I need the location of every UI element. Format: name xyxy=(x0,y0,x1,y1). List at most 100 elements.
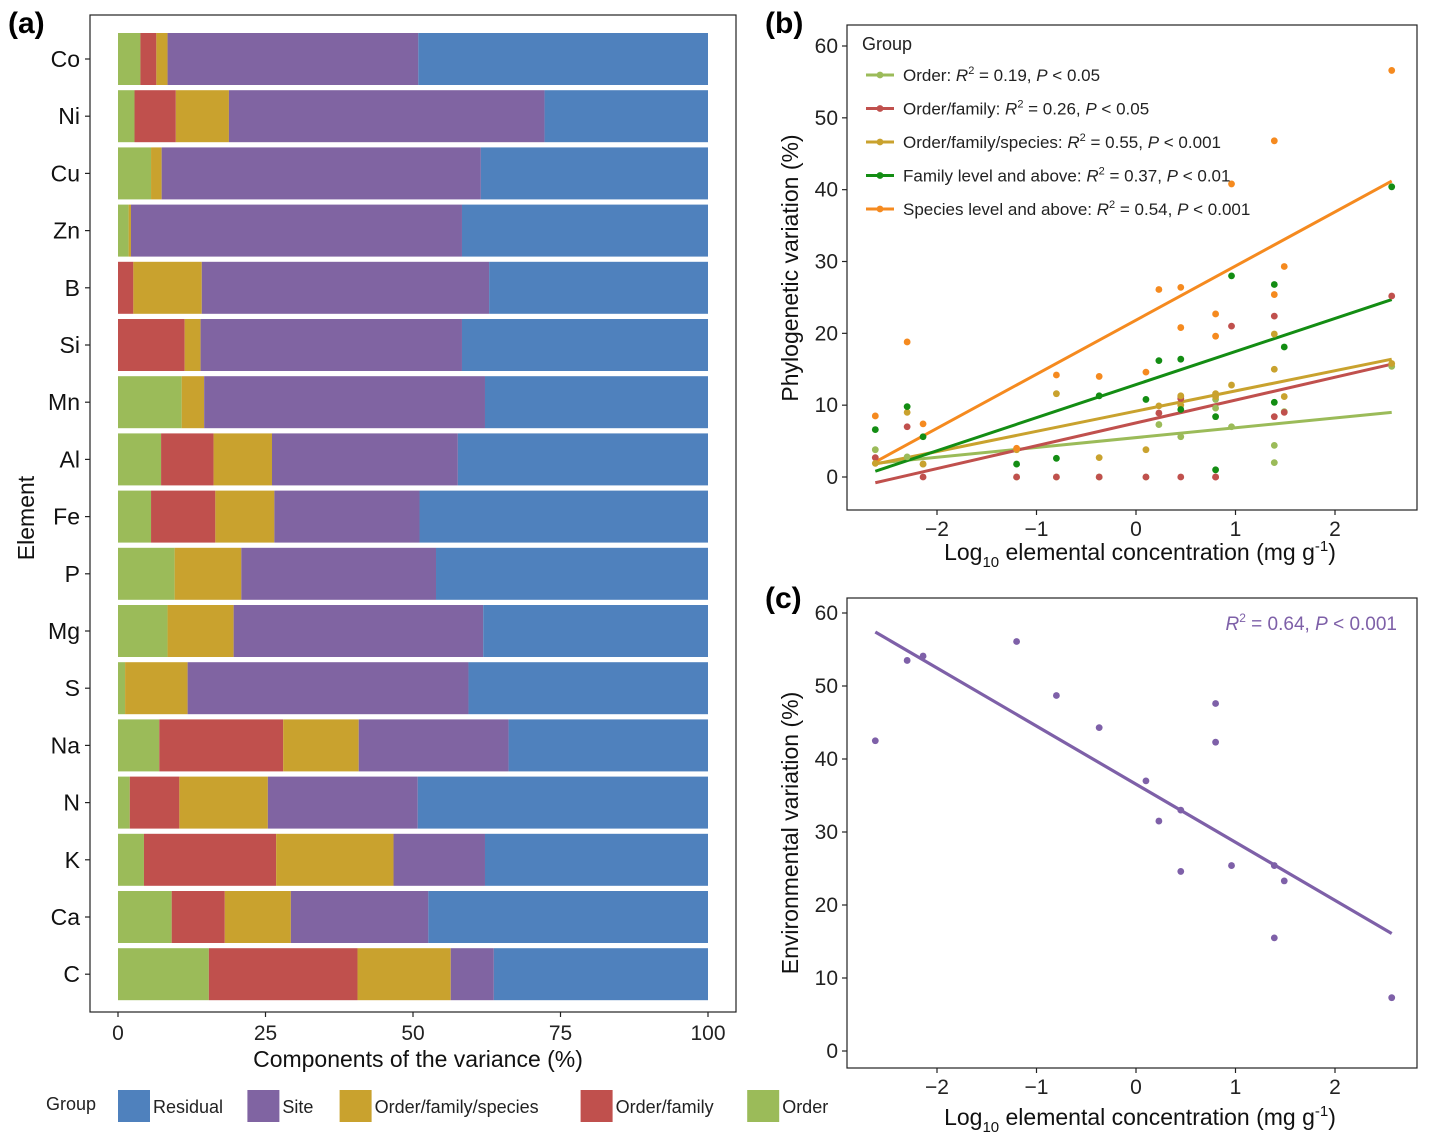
bar-K-site xyxy=(393,833,485,886)
panel-b-legend-title: Group xyxy=(862,34,912,54)
point-order xyxy=(1155,421,1163,428)
x-tick-label-2: 2 xyxy=(1329,518,1341,541)
panel-a-x-axis-title: Components of the variance (%) xyxy=(253,1046,583,1072)
bar-Fe-order-family xyxy=(151,490,216,543)
point-fam-level xyxy=(1177,355,1185,363)
bar-Mg-order-family-species xyxy=(167,605,234,657)
y-tick-label-Mn: Mn xyxy=(48,389,80,415)
point-environmental xyxy=(1177,806,1185,814)
x-tick-label--1: −1 xyxy=(1025,518,1049,541)
bar-K-order-family xyxy=(143,833,277,886)
bar-Fe-order xyxy=(118,490,152,543)
bar-Na-site xyxy=(358,719,509,772)
point-order xyxy=(903,453,911,461)
bar-N-residual xyxy=(417,776,708,829)
bar-Fe-residual xyxy=(419,490,708,543)
point-environmental xyxy=(1013,638,1020,645)
legend-label-order: Order xyxy=(782,1097,828,1117)
point-order-family-species xyxy=(1142,446,1150,454)
point-fam-level xyxy=(1388,183,1396,191)
bar-Al-order-family xyxy=(161,433,214,486)
bar-Al-order xyxy=(118,433,162,486)
regression-line-environmental xyxy=(874,630,1393,935)
point-sp-level xyxy=(1270,137,1278,145)
x-tick-label-25: 25 xyxy=(254,1022,277,1045)
point-fam-level xyxy=(1212,466,1219,474)
bar-Mn-order xyxy=(118,376,182,429)
x-tick-label--2: −2 xyxy=(925,518,949,541)
point-sp-level xyxy=(871,412,879,420)
bar-Ca-residual xyxy=(428,891,708,943)
point-environmental xyxy=(1270,862,1278,869)
bar-N-order xyxy=(118,776,130,829)
point-order xyxy=(1228,423,1235,431)
point-sp-level xyxy=(919,420,927,428)
y-tick-label-20: 20 xyxy=(815,894,838,917)
point-sp-level xyxy=(1177,283,1185,291)
panel-c-points xyxy=(871,638,1396,1002)
regression-line-order-family-species xyxy=(875,357,1393,466)
bar-Mg-site xyxy=(233,605,484,657)
x-tick-label--1: −1 xyxy=(1025,1076,1049,1099)
point-order-family-species xyxy=(1270,365,1278,373)
bar-Al-order-family-species xyxy=(213,433,272,486)
y-tick-label-Co: Co xyxy=(51,46,80,72)
point-environmental xyxy=(1228,862,1235,869)
bar-C-residual xyxy=(493,948,708,1001)
bar-Na-order-family xyxy=(159,719,284,772)
point-fam-level xyxy=(1013,460,1020,468)
panel-b-legend: Group Order: R2 = 0.19, P < 0.05 Order/fa… xyxy=(862,34,1250,219)
point-sp-level xyxy=(1212,310,1219,318)
point-environmental xyxy=(1053,692,1060,699)
panel-a-x-ticks: 0 25 50 75 100 xyxy=(112,1012,726,1045)
y-tick-label-Si: Si xyxy=(60,332,80,358)
bar-N-order-family-species xyxy=(179,776,268,829)
point-environmental xyxy=(1095,724,1103,732)
y-tick-label-30: 30 xyxy=(815,251,838,274)
point-order-family xyxy=(1212,473,1219,481)
point-order-family-species xyxy=(1177,392,1185,400)
point-sp-level xyxy=(1228,180,1235,188)
y-tick-label-C: C xyxy=(63,961,80,987)
bar-C-order-family xyxy=(208,948,358,1001)
point-order-family xyxy=(1177,473,1185,481)
point-environmental xyxy=(1177,868,1185,875)
point-fam-level xyxy=(1280,343,1288,351)
point-fam-level xyxy=(1228,272,1235,280)
panel-b-y-ticks: 0 10 20 30 40 50 60 xyxy=(815,35,847,489)
bar-Mn-site xyxy=(204,376,485,429)
legend-swatch-residual xyxy=(118,1090,150,1122)
point-order xyxy=(1177,433,1185,441)
panel-b-points xyxy=(871,67,1396,481)
x-tick-label--2: −2 xyxy=(925,1076,949,1099)
point-order-family xyxy=(919,473,927,481)
bar-Fe-order-family-species xyxy=(215,490,275,543)
point-order-family xyxy=(871,454,879,462)
panel-b-x-ticks: −2 −1 0 1 2 xyxy=(925,510,1341,541)
y-tick-label-20: 20 xyxy=(815,322,838,345)
bar-Zn-site xyxy=(130,204,462,257)
bar-Co-site xyxy=(167,33,419,85)
point-order xyxy=(1270,441,1278,449)
point-sp-level xyxy=(1177,324,1185,331)
point-order-family xyxy=(1095,473,1103,481)
point-environmental xyxy=(919,652,927,660)
legend-entry-order-family: Order/family: R2 = 0.26, P < 0.05 xyxy=(903,99,1149,119)
bar-S-site xyxy=(187,662,469,715)
bar-Ni-order-family-species xyxy=(175,90,229,143)
point-order-family xyxy=(1280,408,1288,416)
panel-a-y-ticks: Co Ni Cu Zn B Si Mn Al Fe P Mg S Na N K Ca C xyxy=(48,46,90,987)
panel-b-scatter-chart: −2 −1 0 1 2 0 10 20 30 40 50 60 Group Order: R2 = … xyxy=(777,24,1418,571)
y-tick-label-N: N xyxy=(63,790,80,816)
point-order-family xyxy=(1228,322,1235,330)
x-tick-label-1: 1 xyxy=(1230,1076,1242,1099)
y-tick-label-40: 40 xyxy=(815,179,838,202)
point-environmental xyxy=(1212,700,1219,707)
point-order-family xyxy=(1270,312,1278,320)
bar-B-order-family xyxy=(118,261,134,314)
point-order-family xyxy=(1388,292,1396,300)
point-sp-level xyxy=(1053,371,1060,379)
panel-c-scatter-chart: −2 −1 0 1 2 0 10 20 30 40 50 60 R2 = 0.64, P < 0.0… xyxy=(777,597,1418,1136)
legend-label-order-family-species: Order/family/species xyxy=(375,1097,539,1117)
legend-key-point xyxy=(876,172,884,179)
